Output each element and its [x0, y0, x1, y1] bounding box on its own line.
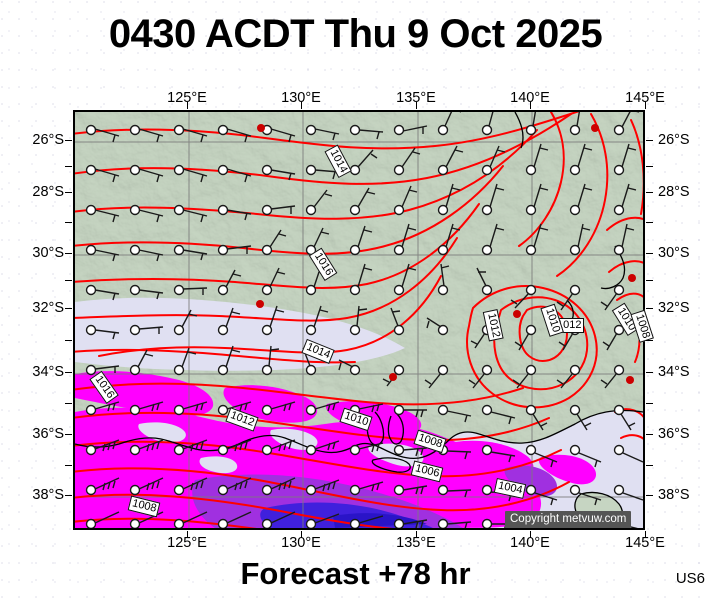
lat-tick-label-right-32S: 32°S	[658, 300, 690, 316]
axis-tick-mark	[65, 434, 72, 435]
axis-tick-mark	[416, 531, 417, 538]
axis-tick-mark	[530, 102, 531, 109]
axis-tick-mark	[646, 495, 653, 496]
axis-tick-mark	[646, 166, 653, 167]
axis-tick-mark	[646, 403, 653, 404]
axis-tick-mark	[65, 465, 72, 466]
axis-tick-mark	[65, 308, 72, 309]
map-canvas	[75, 112, 643, 528]
lat-tick-label-left-32S: 32°S	[32, 300, 64, 316]
copyright-notice: Copyright metvuw.com	[505, 511, 632, 528]
lat-tick-label-right-28S: 28°S	[658, 184, 690, 200]
lat-tick-label-left-30S: 30°S	[32, 245, 64, 261]
axis-tick-mark	[646, 280, 653, 281]
axis-tick-mark	[645, 102, 646, 109]
axis-tick-mark	[65, 140, 72, 141]
lat-tick-label-left-28S: 28°S	[32, 184, 64, 200]
axis-tick-mark	[646, 222, 653, 223]
axis-tick-mark	[646, 340, 653, 341]
forecast-lead-time: Forecast +78 hr	[240, 556, 471, 591]
lon-tick-label-145E: 145°E	[625, 90, 665, 106]
axis-tick-mark	[187, 102, 188, 109]
axis-tick-mark	[65, 222, 72, 223]
axis-tick-mark	[65, 166, 72, 167]
forecast-map[interactable]: 1014 1016 1016 1014 1012 1012 1012 1010 1010 1010…	[73, 110, 655, 530]
map-graphics	[75, 112, 643, 528]
lat-tick-label-left-36S: 36°S	[32, 426, 64, 442]
axis-tick-mark	[646, 140, 653, 141]
lat-tick-label-left-34S: 34°S	[32, 364, 64, 380]
axis-tick-mark	[65, 280, 72, 281]
axis-tick-mark	[645, 531, 646, 538]
axis-tick-mark	[187, 531, 188, 538]
axis-tick-mark	[65, 192, 72, 193]
axis-tick-mark	[416, 102, 417, 109]
axis-tick-mark	[65, 495, 72, 496]
lat-tick-label-right-36S: 36°S	[658, 426, 690, 442]
station-markers	[256, 124, 636, 384]
axis-tick-mark	[530, 531, 531, 538]
axis-tick-mark	[65, 403, 72, 404]
lat-tick-label-right-26S: 26°S	[658, 132, 690, 148]
lat-tick-label-right-34S: 34°S	[658, 364, 690, 380]
axis-tick-mark	[65, 253, 72, 254]
axis-tick-mark	[65, 372, 72, 373]
lon-tick-label-125E: 125°E	[167, 90, 207, 106]
model-identifier: US6	[675, 570, 705, 587]
page-title: 0430 ACDT Thu 9 Oct 2025	[108, 12, 603, 56]
wind-barbs	[85, 112, 643, 528]
axis-tick-mark	[646, 434, 653, 435]
lon-tick-label-135E: 135°E	[396, 535, 436, 551]
lon-tick-label-140E: 140°E	[510, 90, 550, 106]
axis-tick-mark	[301, 531, 302, 538]
lat-tick-label-right-30S: 30°S	[658, 245, 690, 261]
axis-tick-mark	[646, 465, 653, 466]
lon-tick-label-135E: 135°E	[396, 90, 436, 106]
lat-tick-label-right-38S: 38°S	[658, 487, 690, 503]
lon-tick-label-145E: 145°E	[625, 535, 665, 551]
axis-tick-mark	[646, 372, 653, 373]
axis-tick-mark	[646, 308, 653, 309]
axis-tick-mark	[646, 192, 653, 193]
lon-tick-label-130E: 130°E	[281, 535, 321, 551]
lon-tick-label-125E: 125°E	[167, 535, 207, 551]
lon-tick-label-130E: 130°E	[281, 90, 321, 106]
axis-tick-mark	[65, 340, 72, 341]
axis-tick-mark	[301, 102, 302, 109]
lat-tick-label-left-26S: 26°S	[32, 132, 64, 148]
lon-tick-label-140E: 140°E	[510, 535, 550, 551]
lat-tick-label-left-38S: 38°S	[32, 487, 64, 503]
axis-tick-mark	[646, 253, 653, 254]
isobar-contours	[75, 112, 643, 528]
